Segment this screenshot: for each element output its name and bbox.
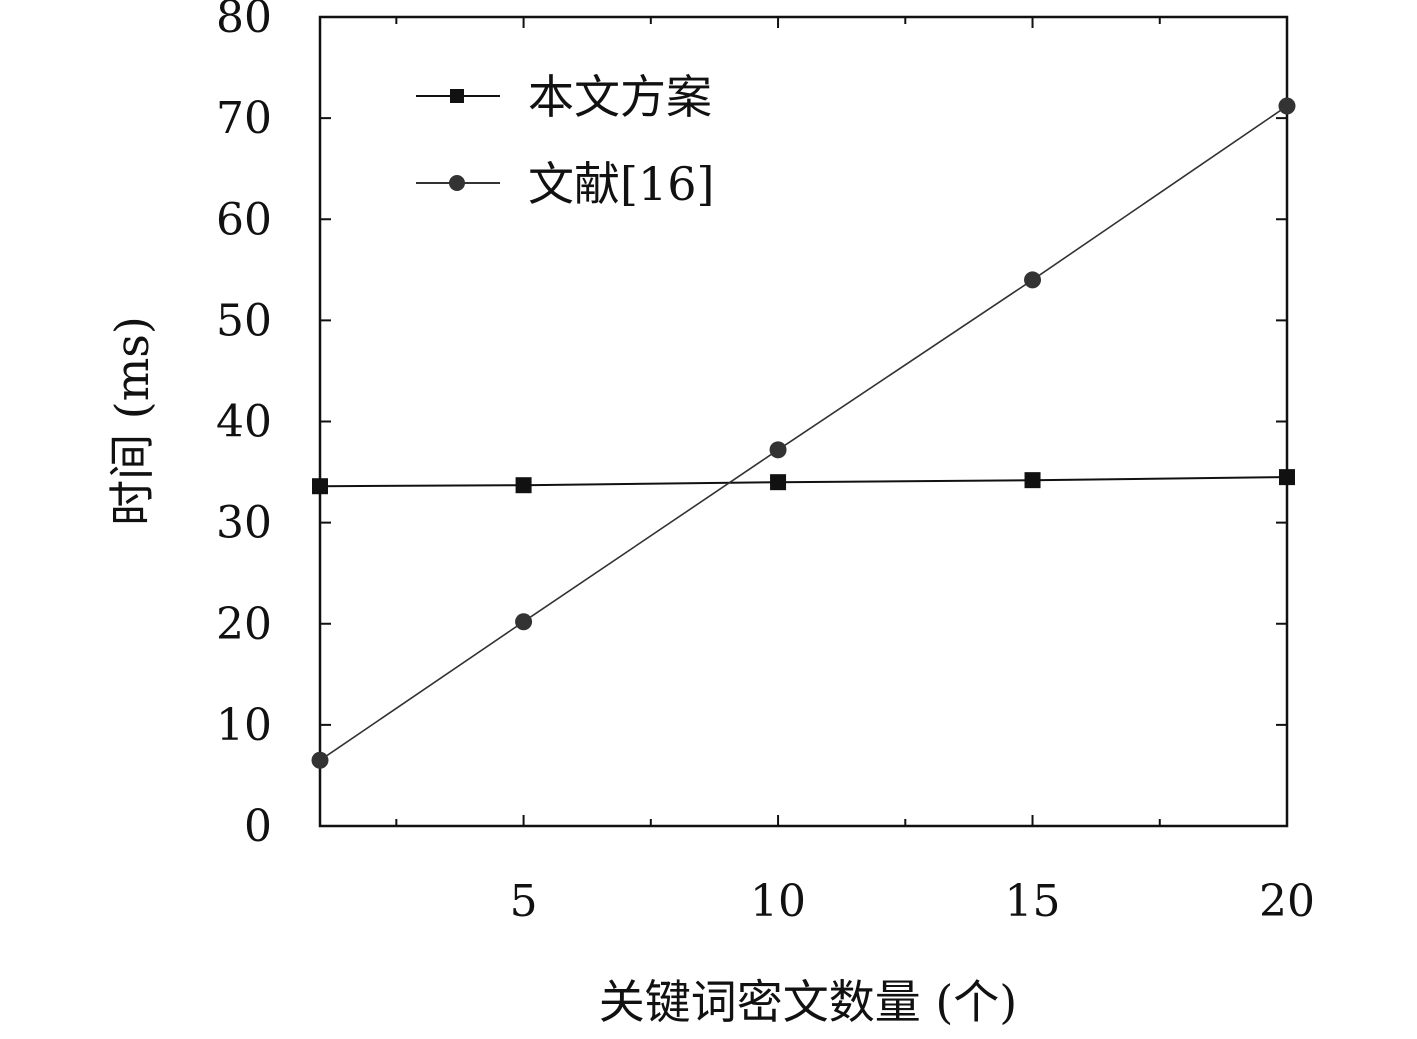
data-point xyxy=(769,441,787,459)
y-tick-label: 40 xyxy=(216,397,272,448)
x-tick-label: 15 xyxy=(1005,876,1061,927)
data-point xyxy=(1279,469,1295,486)
y-tick-label: 30 xyxy=(216,498,272,549)
x-tick-label: 5 xyxy=(510,876,538,927)
y-tick-label: 80 xyxy=(216,0,272,43)
y-tick-label: 50 xyxy=(216,295,272,346)
legend-item: 文献[16] xyxy=(416,157,714,211)
y-tick-label: 10 xyxy=(216,700,272,751)
data-point xyxy=(312,478,328,495)
axis-ticks: 0 10 20 30 40 50 60 70 80 5 10 15 20 xyxy=(216,0,1315,927)
legend-label: 本文方案 xyxy=(528,70,712,124)
legend-item: 本文方案 xyxy=(416,70,712,124)
x-tick-label: 20 xyxy=(1259,876,1315,927)
legend-marker xyxy=(450,89,464,103)
legend-label: 文献[16] xyxy=(528,157,714,211)
y-tick-label: 70 xyxy=(216,93,272,144)
series-layer xyxy=(311,97,1296,769)
data-point xyxy=(311,751,329,769)
x-tick-label: 10 xyxy=(750,876,806,927)
data-point xyxy=(1278,97,1296,115)
plot-area xyxy=(318,15,1289,828)
series-1 xyxy=(311,97,1296,769)
series-0 xyxy=(312,469,1295,495)
y-tick-label: 0 xyxy=(244,801,272,852)
plot-frame xyxy=(318,15,1289,828)
data-point xyxy=(1024,271,1042,289)
data-point xyxy=(515,613,533,631)
series-line xyxy=(319,476,1288,488)
x-axis-title: 关键词密文数量 (个) xyxy=(599,975,1018,1029)
legend-marker xyxy=(449,175,465,191)
y-tick-label: 20 xyxy=(216,599,272,650)
series-line xyxy=(319,105,1288,761)
data-point xyxy=(770,474,787,491)
y-axis-title: 时间 (ms) xyxy=(105,316,159,526)
data-point xyxy=(515,477,532,494)
data-point xyxy=(1024,472,1041,489)
y-tick-label: 60 xyxy=(216,194,272,245)
